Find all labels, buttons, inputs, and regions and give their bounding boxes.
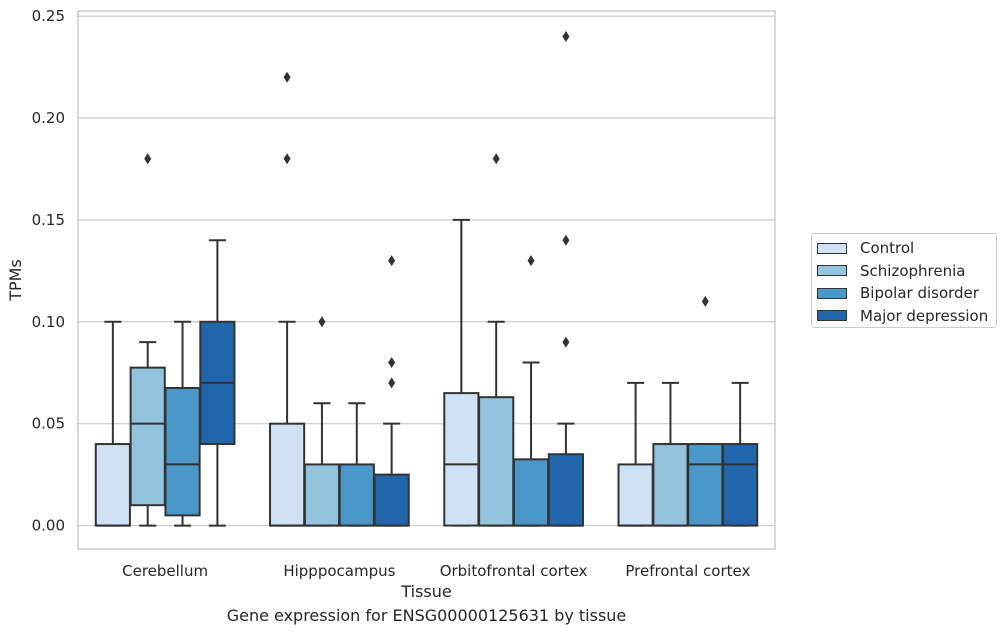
- box: [94, 443, 131, 527]
- legend-label-schizophrenia: Schizophrenia: [860, 261, 966, 280]
- box-group: [512, 255, 550, 527]
- y-tick-labels: 0.00 0.05 0.10 0.15 0.20 0.25: [32, 7, 65, 534]
- legend-swatch-control: [817, 242, 847, 254]
- y-tick-label: 0.25: [32, 7, 65, 25]
- y-tick-label: 0.05: [32, 415, 65, 433]
- y-tick-label: 0.00: [32, 517, 65, 535]
- box: [269, 422, 306, 527]
- outlier-point: [388, 255, 396, 267]
- legend-item-bipolar-disorder: Bipolar disorder: [812, 282, 996, 305]
- x-tick-label: Prefrontal cortex: [625, 562, 750, 580]
- box: [722, 443, 759, 527]
- box-group: [617, 381, 654, 527]
- box: [547, 453, 584, 527]
- x-tick-labels: Cerebellum Hipppocampus Orbitofrontal cort…: [122, 562, 750, 580]
- legend-item-control: Control: [812, 237, 996, 260]
- box-group: [164, 320, 201, 527]
- box: [478, 396, 515, 527]
- box-group: [129, 153, 166, 527]
- outlier-point: [492, 153, 500, 165]
- plot-frame: [77, 10, 776, 550]
- legend-label-control: Control: [860, 239, 915, 258]
- box: [652, 443, 689, 527]
- box-group: [687, 295, 724, 527]
- box-group: [269, 71, 306, 527]
- outlier-point: [318, 316, 326, 328]
- outlier-point: [562, 234, 570, 246]
- legend-item-major-depression: Major depression: [812, 305, 996, 328]
- legend-swatch-schizophrenia: [817, 265, 847, 277]
- box-groups: [94, 30, 759, 527]
- box: [164, 387, 201, 517]
- outlier-point: [283, 153, 291, 165]
- box-group: [722, 381, 759, 527]
- box: [617, 463, 654, 527]
- outlier-point: [562, 30, 570, 42]
- y-tick-label: 0.20: [32, 109, 65, 127]
- y-tick-label: 0.10: [32, 313, 65, 331]
- outlier-point: [527, 255, 535, 267]
- box: [687, 443, 724, 527]
- outlier-point: [388, 377, 396, 389]
- box-group: [303, 316, 341, 527]
- legend-label-bipolar-disorder: Bipolar disorder: [860, 284, 979, 303]
- box: [443, 392, 480, 527]
- box: [129, 366, 166, 507]
- y-axis-label: TPMs: [6, 259, 25, 302]
- box-group: [443, 218, 480, 527]
- y-tick-label: 0.15: [32, 211, 65, 229]
- box-group: [652, 381, 689, 527]
- legend-item-schizophrenia: Schizophrenia: [812, 260, 996, 283]
- box-group: [478, 153, 515, 527]
- box-group: [338, 402, 375, 527]
- x-axis-label: Tissue: [400, 582, 451, 601]
- box: [338, 463, 375, 527]
- box: [512, 458, 550, 527]
- x-tick-label: Hipppocampus: [283, 562, 395, 580]
- box-group: [199, 239, 236, 527]
- box: [373, 473, 410, 527]
- x-tick-label: Orbitofrontal cortex: [440, 562, 588, 580]
- outlier-point: [283, 71, 291, 83]
- box: [303, 463, 341, 527]
- outlier-point: [701, 295, 709, 307]
- box-group: [547, 30, 584, 527]
- legend-swatch-bipolar-disorder: [817, 287, 847, 299]
- box-group: [373, 255, 410, 527]
- x-tick-label: Cerebellum: [122, 562, 208, 580]
- outlier-point: [388, 357, 396, 369]
- chart-caption: Gene expression for ENSG00000125631 by t…: [226, 606, 627, 625]
- outlier-point: [144, 153, 152, 165]
- legend: Control Schizophrenia Bipolar disorder M…: [811, 233, 997, 328]
- legend-label-major-depression: Major depression: [860, 306, 989, 325]
- legend-swatch-major-depression: [817, 310, 847, 322]
- outlier-point: [562, 336, 570, 348]
